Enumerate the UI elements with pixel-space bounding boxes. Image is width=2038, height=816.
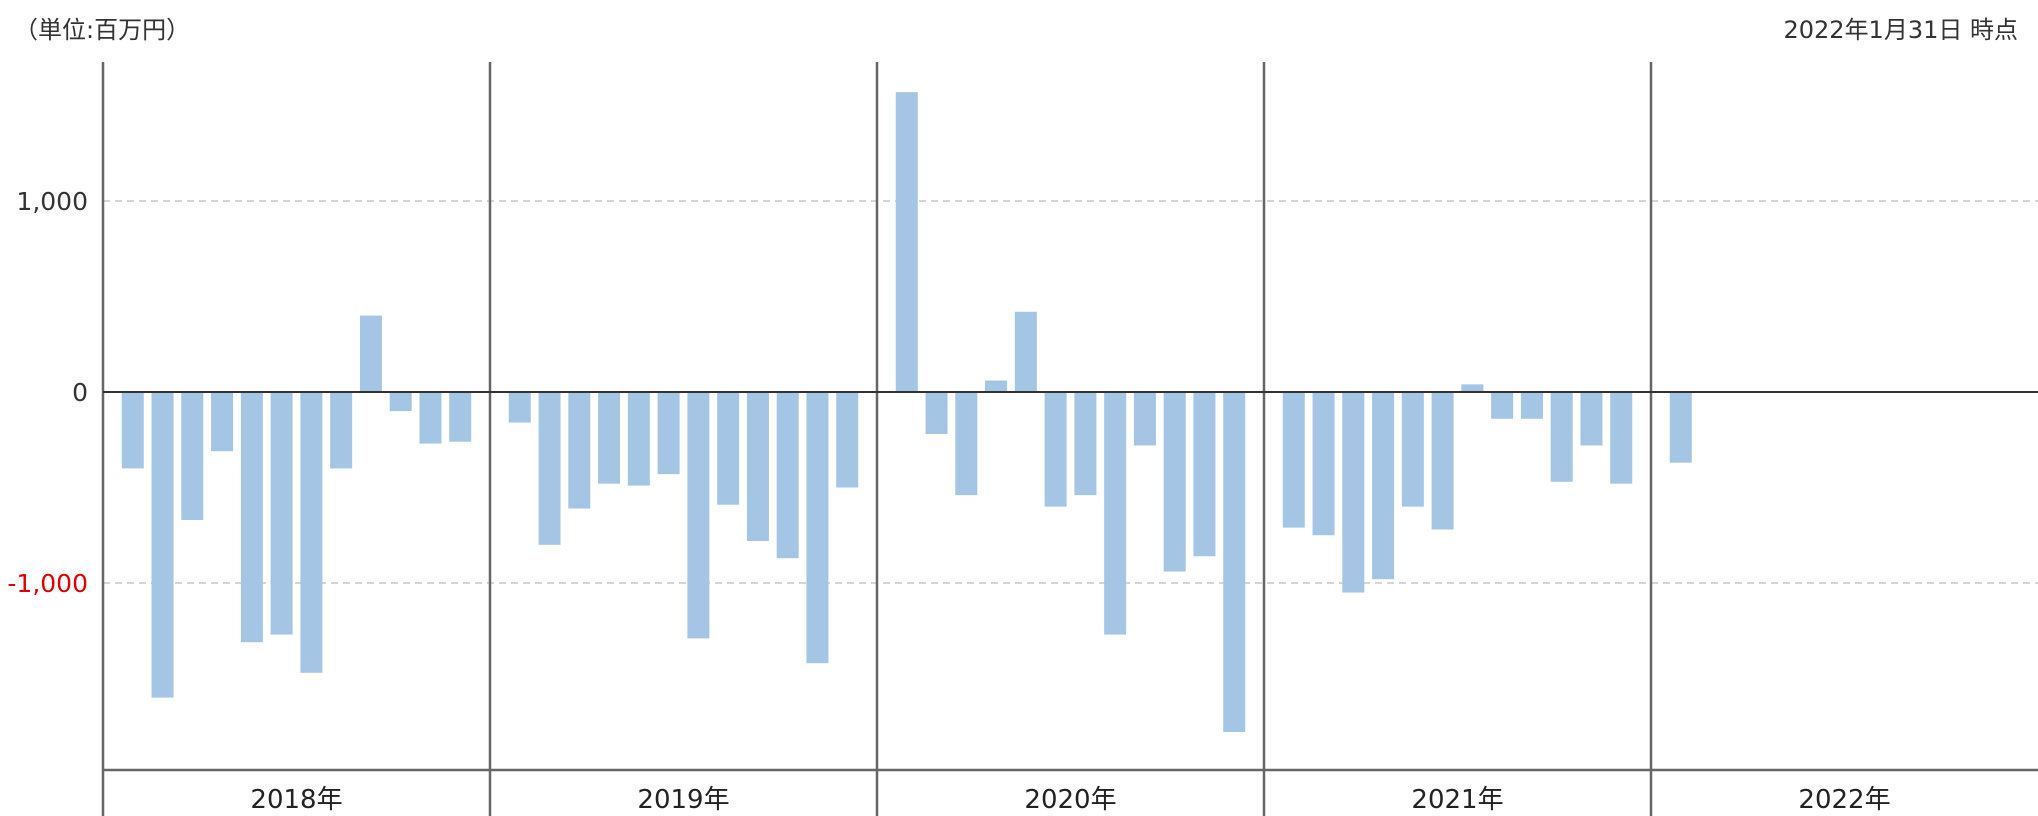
bar [836,392,859,488]
y-tick-label: 0 [72,378,88,407]
bar [627,392,650,486]
bar [895,92,918,392]
bar [508,392,531,423]
bar [598,392,621,484]
bar [1044,392,1067,507]
bar [955,392,978,496]
bar [1461,384,1484,392]
bar [300,392,323,673]
bar [1342,392,1365,593]
year-label: 2018年 [250,785,342,815]
bar [1193,392,1216,557]
bar [419,392,442,444]
bar [925,392,948,435]
year-label: 2022年 [1798,785,1890,815]
bar [151,392,174,698]
bar [1133,392,1156,446]
bar [1431,392,1454,530]
as-of-date-label: 2022年1月31日 時点 [1783,16,2018,44]
bar [1669,392,1692,463]
bar [1401,392,1424,507]
bar [717,392,740,505]
y-tick-label: -1,000 [7,569,88,598]
bars [121,92,1692,732]
year-label: 2019年 [637,785,729,815]
bar [1282,392,1305,528]
bar [1074,392,1097,496]
bar [270,392,293,635]
bar [330,392,353,469]
axes [101,62,2038,816]
bar [776,392,799,559]
bar [1223,392,1246,732]
bar [746,392,769,541]
bar [1550,392,1573,482]
unit-label: （単位:百万円） [14,16,191,44]
bar [121,392,144,469]
y-tick-labels: 1,000 0 -1,000 [7,187,88,598]
bar [985,380,1008,392]
y-tick-label: 1,000 [16,187,88,216]
bar [657,392,680,475]
grid-lines [103,200,2038,584]
year-label: 2020年 [1024,785,1116,815]
bar [1372,392,1395,580]
bar [240,392,263,643]
bar [1580,392,1603,446]
bar [1491,392,1514,419]
year-labels: 2018年 2019年 2020年 2021年 2022年 [250,785,1890,815]
bar [449,392,472,442]
bar [687,392,710,639]
bar [1610,392,1633,484]
year-label: 2021年 [1411,785,1503,815]
bar [806,392,829,664]
bar [211,392,234,452]
bar [1104,392,1127,635]
bar [1014,311,1037,392]
bar [181,392,204,520]
bar [1163,392,1186,572]
bar [538,392,561,545]
bar [1312,392,1335,536]
bar [359,315,382,392]
bar [568,392,591,509]
bar [389,392,412,412]
bar [1520,392,1543,419]
